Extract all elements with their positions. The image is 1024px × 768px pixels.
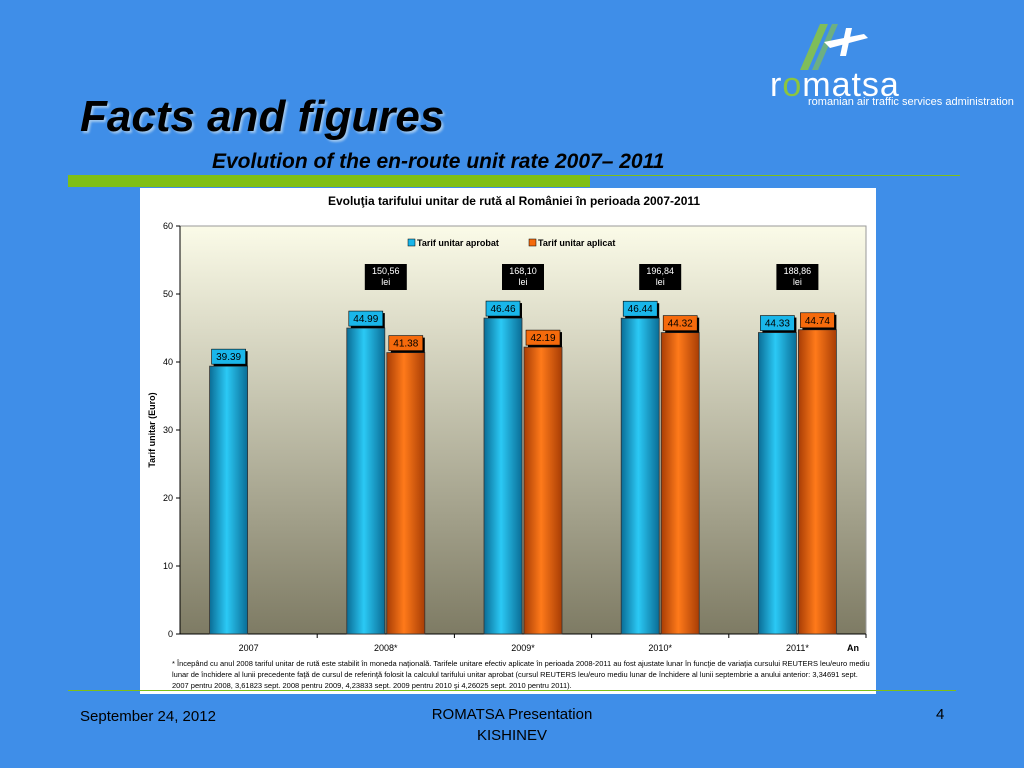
data-label-box [525,329,561,346]
data-label-approved: 39.39 [216,352,241,363]
lei-annotation-box [364,264,407,290]
lei-annotation-value: 168,10 [509,266,537,276]
slide-subtitle: Evolution of the en-route unit rate 2007… [212,150,665,173]
chart-legend: Tarif unitar aprobat Tarif unitar aplica… [407,238,615,248]
lei-annotation-box [776,264,819,290]
chart-footnote: * Începând cu anul 2008 tariful unitar d… [172,659,870,690]
lei-annotation-box [639,264,682,290]
x-tick-label: 2011* [786,643,809,653]
footer-divider [68,690,956,691]
data-label-applied: 42.19 [530,333,555,344]
bar-applied [660,332,700,635]
y-tick-label: 50 [163,289,173,299]
x-tick-label: 2007 [239,643,259,653]
bar-applied [798,329,837,635]
data-label-applied: 44.74 [805,316,830,327]
page-number: 4 [936,706,945,723]
accent-bar [68,175,590,187]
x-axis-label: An [847,643,859,653]
data-label-approved: 46.46 [490,304,515,315]
data-label-approved: 46.44 [628,304,653,315]
logo-wordmark: romatsa [770,66,900,104]
legend-label-applied: Tarif unitar aplicat [538,238,615,248]
romatsa-logo: romatsa romanian air traffic services ad… [766,20,1014,110]
slide-title: Facts and figures [80,92,445,141]
bar-applied [386,352,426,635]
chart-frame: Evoluţia tarifului unitar de rută al Rom… [140,188,876,694]
data-label-box [485,300,521,317]
data-label-approved: 44.99 [353,314,378,325]
plot-area [179,225,867,635]
x-axis-ticks: 2007 2008* 2009* 2010* 2011* [239,634,867,653]
bar-approved [758,332,797,635]
y-tick-label: 20 [163,493,173,503]
accent-line [590,175,960,176]
data-label-box [662,315,698,331]
chart-title: Evoluţia tarifului unitar de rută al Rom… [328,194,700,208]
bar-approved [483,317,523,635]
y-tick-label: 0 [168,629,173,639]
y-tick-label: 60 [163,221,173,231]
lei-annotation-box [502,264,544,290]
bars [209,317,837,635]
data-label-box [800,312,835,329]
legend-swatch-approved [407,238,416,247]
y-axis-ticks: 0 10 20 30 40 50 60 [163,221,180,639]
footer-presentation: ROMATSA Presentation KISHINEV [412,704,612,746]
footer-presentation-title: ROMATSA Presentation [431,706,593,723]
airplane-icon [800,24,868,70]
lei-annotation-unit: lei [656,277,665,287]
footer-presentation-location: KISHINEV [476,727,548,744]
y-tick-label: 30 [163,425,173,435]
y-tick-label: 10 [163,561,173,571]
logo-tagline: romanian air traffic services administra… [808,96,1014,108]
data-label-box [211,348,246,365]
data-label-box [760,315,795,331]
lei-annotation-unit: lei [518,277,527,287]
lei-annotation-unit: lei [381,277,390,287]
data-label-box [348,310,384,327]
bar-approved [209,365,248,635]
y-tick-label: 40 [163,357,173,367]
footer-date: September 24, 2012 [80,708,216,725]
lei-annotation-value: 188,86 [784,266,812,276]
data-labels: 39.39 44.99 46.46 46.44 44.33 41.38 42.19 44.32… [211,300,837,367]
lei-annotation-unit: lei [793,277,802,287]
data-label-approved: 44.33 [765,319,790,330]
data-label-box [622,300,658,317]
lei-annotation-value: 150,56 [372,266,400,276]
legend-swatch-applied [528,238,537,247]
bar-approved [346,327,386,635]
x-tick-label: 2008* [374,643,398,653]
data-label-applied: 41.38 [393,339,418,350]
lei-annotation-value: 196,84 [646,266,674,276]
data-label-box [388,335,424,351]
x-tick-label: 2009* [511,643,535,653]
y-axis-label: Tarif unitar (Euro) [147,392,157,467]
data-label-applied: 44.32 [668,319,693,330]
bar-applied [523,346,563,635]
legend-label-approved: Tarif unitar aprobat [417,238,499,248]
bar-chart: Evoluţia tarifului unitar de rută al Rom… [147,194,867,653]
x-tick-label: 2010* [648,643,672,653]
bar-approved [620,317,660,635]
